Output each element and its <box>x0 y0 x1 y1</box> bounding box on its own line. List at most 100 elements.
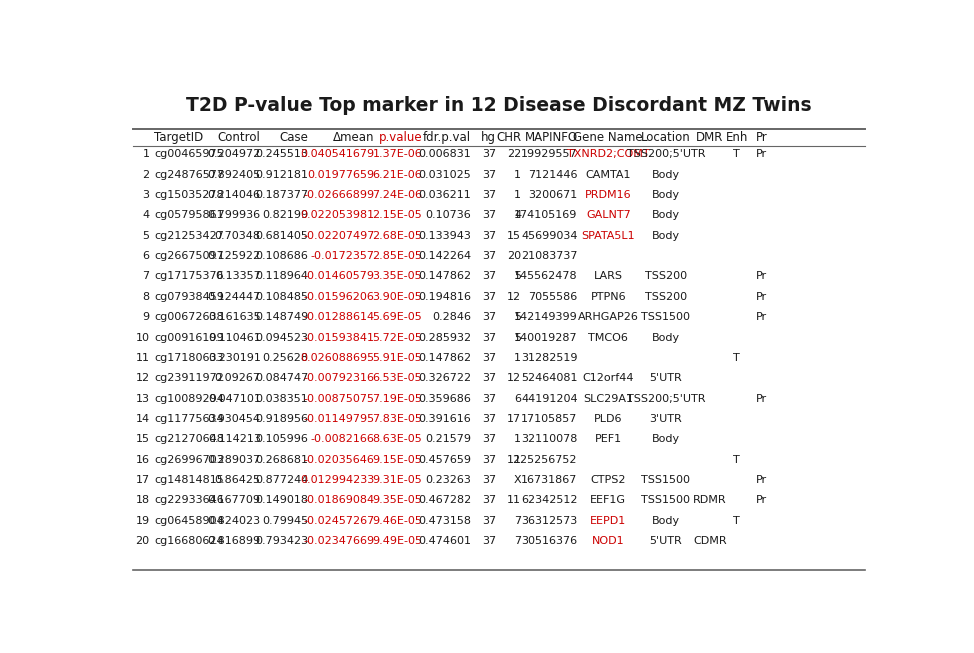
Text: 1: 1 <box>514 170 521 180</box>
Text: Body: Body <box>652 516 680 526</box>
Text: 0.038351: 0.038351 <box>255 394 308 404</box>
Text: 2.15E-05: 2.15E-05 <box>372 210 422 220</box>
Text: 0.09267: 0.09267 <box>214 374 261 383</box>
Text: 140019287: 140019287 <box>514 332 578 343</box>
Text: 30516376: 30516376 <box>521 536 578 546</box>
Text: 0.268681: 0.268681 <box>255 454 308 465</box>
Text: 5: 5 <box>514 272 521 281</box>
Text: 5.72E-05: 5.72E-05 <box>372 332 422 343</box>
Text: cg26996703: cg26996703 <box>154 454 224 465</box>
Text: 142149399: 142149399 <box>514 312 578 322</box>
Text: 0.799936: 0.799936 <box>207 210 261 220</box>
Text: -0.01288614: -0.01288614 <box>304 312 375 322</box>
Text: 0.326722: 0.326722 <box>418 374 471 383</box>
Text: 37: 37 <box>482 190 496 200</box>
Text: 0.391616: 0.391616 <box>419 414 471 424</box>
Text: 2.68E-05: 2.68E-05 <box>372 231 422 241</box>
Text: 11: 11 <box>135 353 150 363</box>
Text: 0.133943: 0.133943 <box>419 231 471 241</box>
Text: -0.0082166: -0.0082166 <box>311 434 375 445</box>
Text: TSS1500: TSS1500 <box>642 496 691 505</box>
Text: 21083737: 21083737 <box>521 251 578 261</box>
Text: 14: 14 <box>135 414 150 424</box>
Text: 52464081: 52464081 <box>521 374 578 383</box>
Text: 0.194816: 0.194816 <box>418 292 471 302</box>
Text: 0.930454: 0.930454 <box>207 414 261 424</box>
Text: -0.01460579: -0.01460579 <box>304 272 375 281</box>
Text: 37: 37 <box>482 150 496 159</box>
Text: 0.912181: 0.912181 <box>255 170 308 180</box>
Text: LARS: LARS <box>594 272 622 281</box>
Text: 1.37E-06: 1.37E-06 <box>372 150 422 159</box>
Text: GALNT7: GALNT7 <box>586 210 630 220</box>
Text: CAMTA1: CAMTA1 <box>585 170 631 180</box>
Text: -0.02035646: -0.02035646 <box>304 454 375 465</box>
Text: 5: 5 <box>514 332 521 343</box>
Text: 0.084747: 0.084747 <box>255 374 308 383</box>
Text: 5.69E-05: 5.69E-05 <box>372 312 422 322</box>
Text: 6: 6 <box>514 394 521 404</box>
Text: 3.35E-05: 3.35E-05 <box>373 272 422 281</box>
Text: 0.118964: 0.118964 <box>255 272 308 281</box>
Text: CTPS2: CTPS2 <box>590 475 626 485</box>
Text: cg16680624: cg16680624 <box>154 536 224 546</box>
Text: EEPD1: EEPD1 <box>590 516 626 526</box>
Text: 37: 37 <box>482 312 496 322</box>
Text: Location: Location <box>641 131 691 144</box>
Text: 0.108485: 0.108485 <box>255 292 308 302</box>
Text: 0.230191: 0.230191 <box>207 353 261 363</box>
Text: 0.214046: 0.214046 <box>207 190 261 200</box>
Text: 174105169: 174105169 <box>514 210 578 220</box>
Text: 37: 37 <box>482 374 496 383</box>
Text: 18: 18 <box>135 496 150 505</box>
Text: T: T <box>733 454 740 465</box>
Text: 0.022053981: 0.022053981 <box>301 210 375 220</box>
Text: Body: Body <box>652 190 680 200</box>
Text: 7055586: 7055586 <box>529 292 578 302</box>
Text: -0.0172357: -0.0172357 <box>311 251 375 261</box>
Text: 37: 37 <box>482 251 496 261</box>
Text: 44191204: 44191204 <box>521 394 578 404</box>
Text: 0.474601: 0.474601 <box>418 536 471 546</box>
Text: Pr: Pr <box>756 272 768 281</box>
Text: 37: 37 <box>482 353 496 363</box>
Text: 37: 37 <box>482 292 496 302</box>
Text: 37: 37 <box>482 394 496 404</box>
Text: 0.10736: 0.10736 <box>426 210 471 220</box>
Text: 9: 9 <box>142 312 150 322</box>
Text: TSS200: TSS200 <box>645 292 687 302</box>
Text: cg22933646: cg22933646 <box>154 496 224 505</box>
Text: TargetID: TargetID <box>154 131 204 144</box>
Text: 0.142264: 0.142264 <box>418 251 471 261</box>
Text: 0.108686: 0.108686 <box>255 251 308 261</box>
Text: 37: 37 <box>482 536 496 546</box>
Text: 0.012994233: 0.012994233 <box>300 475 375 485</box>
Text: -0.02666899: -0.02666899 <box>304 190 375 200</box>
Text: 9.35E-05: 9.35E-05 <box>372 496 422 505</box>
Text: Pr: Pr <box>756 131 768 144</box>
Text: 7.24E-06: 7.24E-06 <box>372 190 422 200</box>
Text: PTPN6: PTPN6 <box>590 292 626 302</box>
Text: 0.01977659: 0.01977659 <box>308 170 375 180</box>
Text: 0.86425: 0.86425 <box>214 475 261 485</box>
Text: 9.46E-05: 9.46E-05 <box>372 516 422 526</box>
Text: cg00916199: cg00916199 <box>154 332 224 343</box>
Text: 1: 1 <box>142 150 150 159</box>
Text: 0.793423: 0.793423 <box>255 536 308 546</box>
Text: 0.006831: 0.006831 <box>419 150 471 159</box>
Text: 20: 20 <box>506 251 521 261</box>
Text: 9.15E-05: 9.15E-05 <box>372 454 422 465</box>
Text: 12: 12 <box>506 454 521 465</box>
Text: EEF1G: EEF1G <box>590 496 626 505</box>
Text: Body: Body <box>652 434 680 445</box>
Text: TSS200: TSS200 <box>645 272 687 281</box>
Text: -0.02347669: -0.02347669 <box>304 536 375 546</box>
Text: 0.167709: 0.167709 <box>207 496 261 505</box>
Text: 0.031025: 0.031025 <box>419 170 471 180</box>
Text: 0.125922: 0.125922 <box>207 251 261 261</box>
Text: Body: Body <box>652 231 680 241</box>
Text: 37: 37 <box>482 454 496 465</box>
Text: Body: Body <box>652 210 680 220</box>
Text: 5.91E-05: 5.91E-05 <box>372 353 422 363</box>
Text: 0.036211: 0.036211 <box>419 190 471 200</box>
